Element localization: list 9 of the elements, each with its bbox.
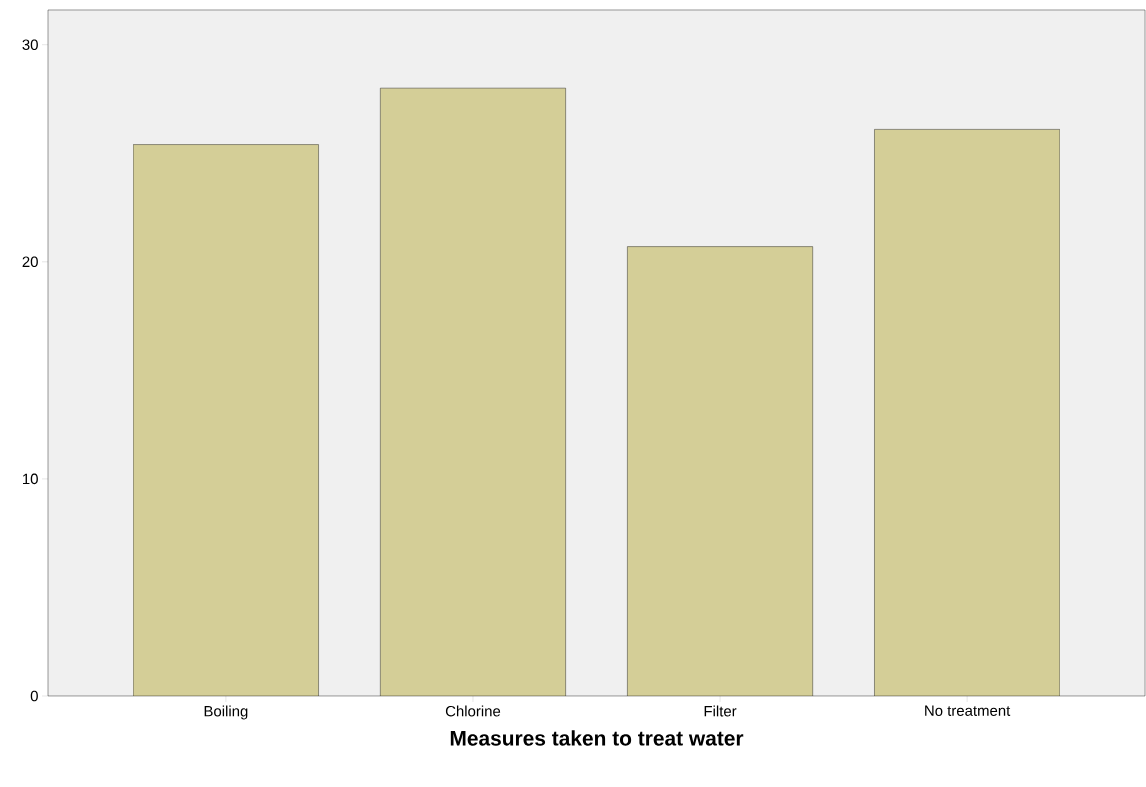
x-axis-title: Measures taken to treat water [450, 730, 744, 746]
y-tick-label: 20 [22, 256, 38, 268]
x-tick-label: No treatment [925, 705, 1011, 716]
x-tick-label: Chlorine [445, 705, 501, 717]
y-tick-label: 10 [23, 473, 38, 485]
y-tick-label: 0 [30, 690, 38, 702]
x-tick-label: Boiling [204, 705, 248, 720]
x-tick-label: Filter [704, 705, 737, 717]
y-tick-label: 30 [22, 39, 38, 50]
